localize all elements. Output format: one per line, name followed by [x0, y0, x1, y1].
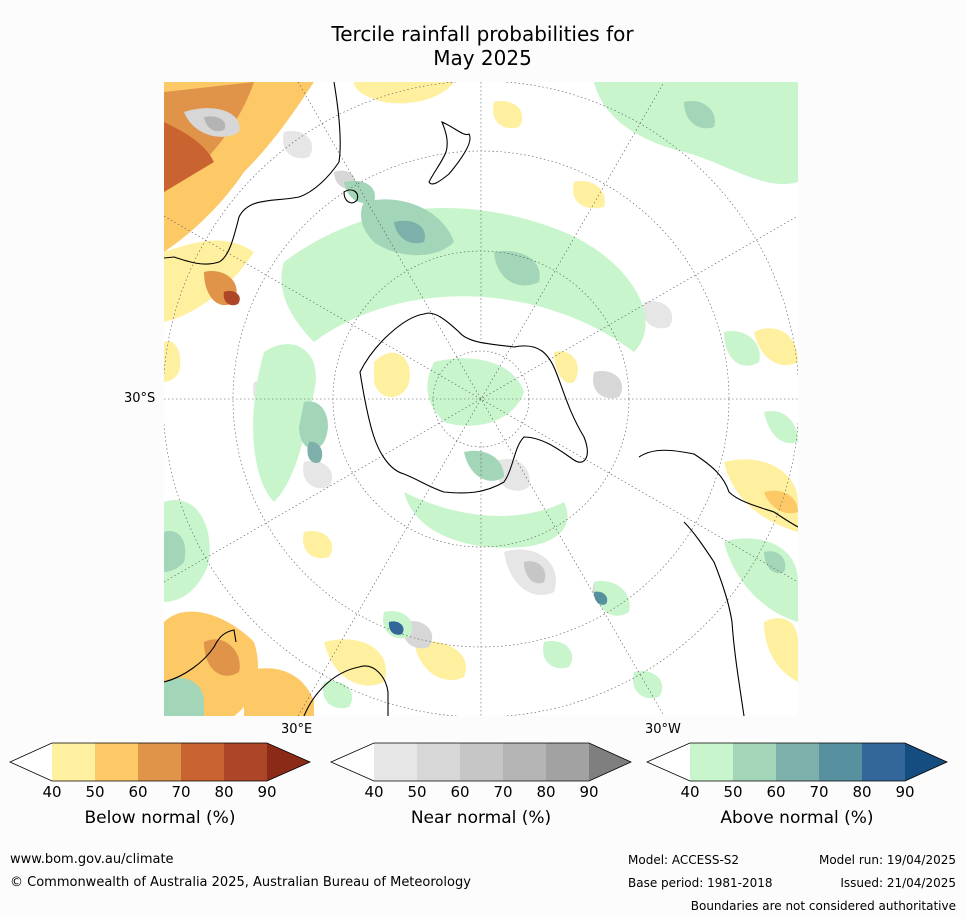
cbar-near-bin-50-60	[417, 743, 460, 781]
tick-near-50: 50	[407, 783, 427, 801]
colorbar-below-svg	[9, 742, 311, 782]
tick-below-40: 40	[42, 783, 62, 801]
legend-title-below-normal: Below normal (%)	[84, 808, 236, 828]
base-period-text: Base period: 1981-2018	[628, 876, 773, 890]
tick-above-80: 80	[852, 783, 872, 801]
cbar-near-bin-40-50	[374, 743, 417, 781]
polar-map-svg	[164, 82, 798, 716]
legend-title-above-normal: Above normal (%)	[720, 808, 874, 828]
cbar-above-bin-40-50	[690, 743, 733, 781]
cbar-above-bin-70-80	[819, 743, 862, 781]
cbar-above-bin-50-60	[733, 743, 776, 781]
website-link[interactable]: www.bom.gov.au/climate	[10, 852, 174, 867]
latitude-label-30s: 30°S	[124, 391, 156, 406]
cbar-below-bin-60-70	[138, 743, 181, 781]
south-africa-coast	[164, 629, 237, 683]
colorbar-near-normal	[330, 742, 632, 782]
south-america-coast	[638, 449, 798, 528]
colorbar-below-normal	[9, 742, 311, 782]
tick-near-40: 40	[364, 783, 384, 801]
ticks-near-normal: 40 50 60 70 80 90	[331, 783, 631, 803]
cbar-above-bin-60-70	[776, 743, 819, 781]
probability-map	[164, 82, 798, 716]
legend-title-near-normal: Near normal (%)	[410, 808, 552, 828]
tick-above-40: 40	[680, 783, 700, 801]
australia-coast	[164, 82, 341, 265]
tick-near-80: 80	[536, 783, 556, 801]
tick-below-90: 90	[257, 783, 277, 801]
tick-above-60: 60	[766, 783, 786, 801]
cbar-near-arrow-low	[331, 743, 374, 781]
issued-text: Issued: 21/04/2025	[840, 876, 956, 890]
coastlines	[164, 82, 798, 716]
cbar-above-bin-80-90	[862, 743, 905, 781]
ticks-below-normal: 40 50 60 70 80 90	[10, 783, 310, 803]
tick-below-70: 70	[171, 783, 191, 801]
tick-above-90: 90	[895, 783, 915, 801]
new-zealand-coast	[428, 120, 471, 185]
cbar-near-arrow-high	[589, 743, 631, 781]
tick-near-70: 70	[493, 783, 513, 801]
cbar-near-bin-80-90	[546, 743, 589, 781]
cbar-below-bin-40-50	[52, 743, 95, 781]
tick-near-60: 60	[450, 783, 470, 801]
model-run-text: Model run: 19/04/2025	[818, 853, 956, 867]
model-text: Model: ACCESS-S2	[628, 853, 740, 867]
south-america-east	[683, 521, 745, 716]
longitude-label-30e: 30°E	[281, 722, 313, 737]
title-line-1: Tercile rainfall probabilities for	[331, 22, 634, 46]
tick-below-50: 50	[85, 783, 105, 801]
cbar-below-bin-70-80	[181, 743, 224, 781]
antarctica-coast	[359, 312, 588, 494]
cbar-below-bin-80-90	[224, 743, 267, 781]
cbar-below-arrow-low	[10, 743, 52, 781]
map-title: Tercile rainfall probabilities for May 2…	[0, 22, 965, 70]
tick-below-60: 60	[128, 783, 148, 801]
colorbar-above-normal	[646, 742, 948, 782]
title-line-2: May 2025	[433, 46, 532, 70]
cbar-near-bin-70-80	[503, 743, 546, 781]
tick-above-70: 70	[809, 783, 829, 801]
colorbar-near-svg	[330, 742, 632, 782]
cbar-below-bin-50-60	[95, 743, 138, 781]
cbar-near-bin-60-70	[460, 743, 503, 781]
tick-near-90: 90	[579, 783, 599, 801]
tick-above-50: 50	[723, 783, 743, 801]
graticule	[164, 82, 798, 716]
cbar-above-arrow-high	[905, 743, 947, 781]
africa-coast	[303, 665, 389, 716]
colorbar-above-svg	[646, 742, 948, 782]
tick-below-80: 80	[214, 783, 234, 801]
cbar-above-arrow-low	[647, 743, 690, 781]
copyright-text: © Commonwealth of Australia 2025, Austra…	[10, 875, 471, 890]
above-normal-regions	[164, 82, 798, 716]
disclaimer-text: Boundaries are not considered authoritat…	[690, 899, 956, 913]
ticks-above-normal: 40 50 60 70 80 90	[647, 783, 947, 803]
cbar-below-arrow-high	[267, 743, 310, 781]
longitude-label-30w: 30°W	[645, 722, 681, 737]
tasmania-coast	[343, 189, 359, 204]
